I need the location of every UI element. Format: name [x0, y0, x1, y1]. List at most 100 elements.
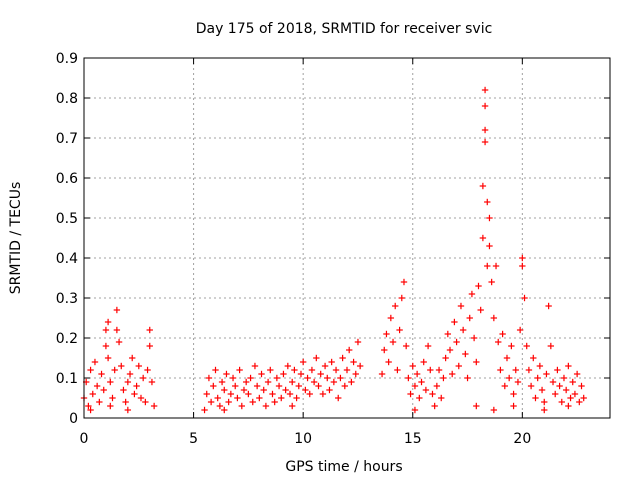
data-point	[440, 374, 447, 382]
data-point	[258, 370, 265, 378]
data-point	[297, 370, 305, 378]
data-point	[348, 378, 355, 386]
data-point	[552, 390, 559, 398]
data-point	[532, 394, 539, 402]
data-point	[133, 382, 140, 390]
data-point	[495, 338, 502, 346]
data-point	[541, 406, 548, 414]
x-tick-label: 15	[404, 431, 422, 447]
data-point	[525, 366, 533, 374]
data-point	[87, 406, 94, 414]
data-point	[137, 394, 145, 402]
data-point	[236, 366, 243, 374]
data-point	[144, 366, 151, 374]
data-point	[446, 346, 454, 354]
grid	[84, 58, 610, 418]
data-point	[218, 378, 226, 386]
data-point	[534, 374, 541, 382]
data-point	[234, 394, 241, 402]
data-point	[245, 390, 252, 398]
data-point	[354, 338, 362, 346]
data-point	[438, 394, 445, 402]
data-point	[118, 362, 125, 370]
x-tick-label: 20	[513, 431, 531, 447]
data-point	[124, 406, 132, 414]
data-point	[424, 342, 432, 350]
data-point	[477, 306, 484, 314]
data-point	[510, 390, 517, 398]
ticks	[83, 57, 610, 419]
data-point	[273, 374, 281, 382]
data-point	[549, 378, 557, 386]
data-point	[481, 138, 489, 146]
data-point	[345, 346, 353, 354]
y-tick-label: 0.4	[56, 251, 78, 267]
data-point	[470, 334, 478, 342]
data-point	[484, 262, 491, 270]
data-point	[389, 338, 397, 346]
data-point	[385, 358, 392, 366]
data-point	[378, 370, 386, 378]
data-point	[545, 302, 552, 310]
data-point	[521, 294, 528, 302]
data-point	[433, 382, 441, 390]
data-point	[289, 402, 296, 410]
data-point	[510, 402, 517, 410]
data-point	[321, 362, 329, 370]
data-point	[541, 398, 548, 406]
data-point	[85, 402, 92, 410]
data-point	[240, 386, 248, 394]
data-point	[501, 382, 508, 390]
data-point	[560, 374, 568, 382]
data-point	[100, 386, 107, 394]
y-tick-label: 0.6	[56, 171, 78, 187]
data-point	[242, 378, 250, 386]
data-point	[299, 358, 307, 366]
data-point	[87, 366, 94, 374]
data-point	[519, 254, 526, 262]
data-point	[512, 366, 519, 374]
data-point	[413, 370, 421, 378]
data-point	[481, 86, 489, 94]
data-point	[212, 366, 219, 374]
data-point	[429, 390, 436, 398]
data-point	[104, 354, 112, 362]
data-point	[431, 402, 438, 410]
data-point	[131, 390, 138, 398]
data-point	[203, 390, 210, 398]
data-point	[115, 338, 123, 346]
data-point	[409, 362, 416, 370]
data-point	[293, 394, 300, 402]
y-tick-label: 0.9	[56, 51, 78, 67]
data-point	[530, 354, 537, 362]
data-point	[343, 366, 351, 374]
data-points	[80, 86, 587, 414]
y-tick-label: 0.5	[56, 211, 78, 227]
y-tick-label: 0.2	[56, 331, 78, 347]
data-point	[481, 126, 489, 134]
data-point	[479, 234, 487, 242]
data-point	[418, 378, 425, 386]
data-point	[394, 366, 401, 374]
data-point	[280, 370, 287, 378]
data-point	[238, 402, 245, 410]
data-point	[569, 378, 576, 386]
y-tick-label: 0	[69, 411, 78, 427]
data-point	[223, 370, 230, 378]
data-point	[499, 330, 506, 338]
data-point	[332, 366, 340, 374]
data-point	[214, 394, 221, 402]
data-point	[356, 362, 364, 370]
data-point	[411, 382, 419, 390]
data-point	[508, 342, 515, 350]
data-point	[558, 398, 565, 406]
data-point	[457, 302, 465, 310]
data-point	[547, 342, 555, 350]
data-point	[341, 382, 349, 390]
data-point	[488, 278, 495, 286]
data-point	[565, 402, 572, 410]
data-point	[225, 398, 232, 406]
data-point	[229, 374, 237, 382]
x-tick-label: 10	[294, 431, 312, 447]
